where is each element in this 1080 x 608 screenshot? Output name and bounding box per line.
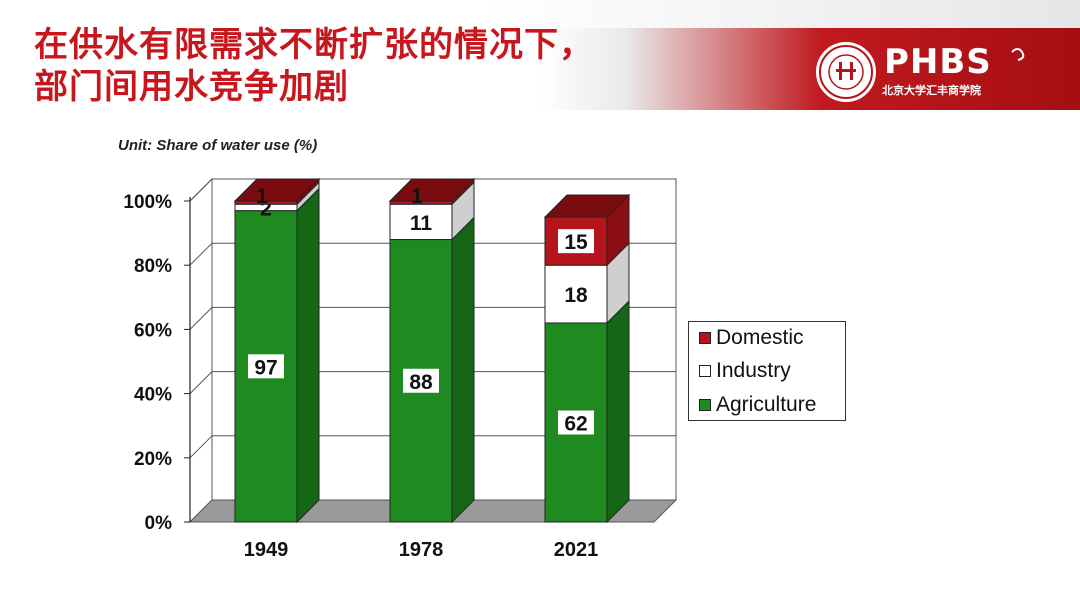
gridline-side — [189, 242, 213, 266]
data-label-bg-agriculture-1978 — [403, 368, 439, 393]
data-label-industry-1949: 2 — [260, 197, 272, 220]
chart-side-wall — [189, 177, 213, 524]
legend-item-domestic: Domestic — [699, 326, 804, 350]
legend-item-agriculture: Agriculture — [699, 393, 816, 417]
bar-domestic-2021 — [544, 216, 608, 266]
y-tick-label: 100% — [123, 192, 172, 213]
category-label-1949: 1949 — [244, 539, 289, 561]
data-label-bg-domestic-2021 — [558, 229, 594, 254]
gridline-side — [189, 435, 213, 459]
title-line-2: 部门间用水竞争加剧 — [34, 67, 349, 107]
bar-top-1949 — [233, 178, 321, 202]
legend-swatch-industry — [699, 365, 711, 377]
phbs-subtitle: 北京大学汇丰商学院 — [882, 84, 981, 97]
legend-label-industry: Industry — [716, 359, 791, 382]
data-label-bg-agriculture-1949 — [248, 354, 284, 379]
header-top-strip — [0, 0, 1080, 28]
legend-swatch-domestic — [699, 332, 711, 344]
bar-top-1978 — [388, 178, 476, 202]
category-label-1978: 1978 — [399, 539, 444, 561]
bar-side-agriculture-1978 — [451, 216, 475, 524]
y-tick-label: 60% — [134, 320, 172, 341]
chart-unit-label: Unit: Share of water use (%) — [118, 137, 318, 154]
header-band — [0, 28, 1080, 110]
bar-side-agriculture-2021 — [606, 299, 630, 524]
legend-swatch-agriculture — [699, 399, 711, 411]
y-tick-label: 80% — [134, 256, 172, 277]
phbs-brand: PHBS — [884, 42, 992, 82]
data-label-agriculture-2021: 62 — [564, 412, 587, 435]
data-label-bg-agriculture-2021 — [558, 410, 594, 435]
gridline-side — [189, 178, 213, 202]
bar-top-2021 — [543, 194, 631, 218]
data-label-industry-2021: 18 — [564, 284, 588, 307]
gridline-side — [189, 307, 213, 330]
y-tick-label: 20% — [134, 449, 172, 470]
bar-agriculture-1978 — [389, 239, 453, 523]
gridline-side — [189, 371, 213, 394]
title-line-1: 在供水有限需求不断扩张的情况下， — [34, 25, 594, 65]
data-label-agriculture-1949: 97 — [254, 356, 277, 379]
legend-item-industry: Industry — [699, 359, 791, 383]
data-label-industry-1978: 11 — [410, 212, 433, 235]
legend-label-domestic: Domestic — [716, 326, 804, 349]
chart-legend: Domestic Industry Agriculture — [688, 321, 846, 421]
y-tick-label: 0% — [145, 513, 173, 534]
page-title: 在供水有限需求不断扩张的情况下， 部门间用水竞争加剧 — [34, 24, 594, 108]
data-label-domestic-2021: 15 — [564, 231, 588, 254]
bar-industry-2021 — [544, 264, 608, 324]
data-label-domestic-1978: 1 — [411, 185, 423, 208]
legend-label-agriculture: Agriculture — [716, 393, 817, 416]
y-tick-label: 40% — [134, 385, 172, 406]
phbs-seal-logo — [816, 42, 1025, 102]
category-label-2021: 2021 — [554, 539, 599, 561]
data-label-domestic-1949: 1 — [256, 185, 268, 208]
bar-side-agriculture-1949 — [296, 187, 320, 524]
data-label-agriculture-1978: 88 — [409, 371, 433, 394]
